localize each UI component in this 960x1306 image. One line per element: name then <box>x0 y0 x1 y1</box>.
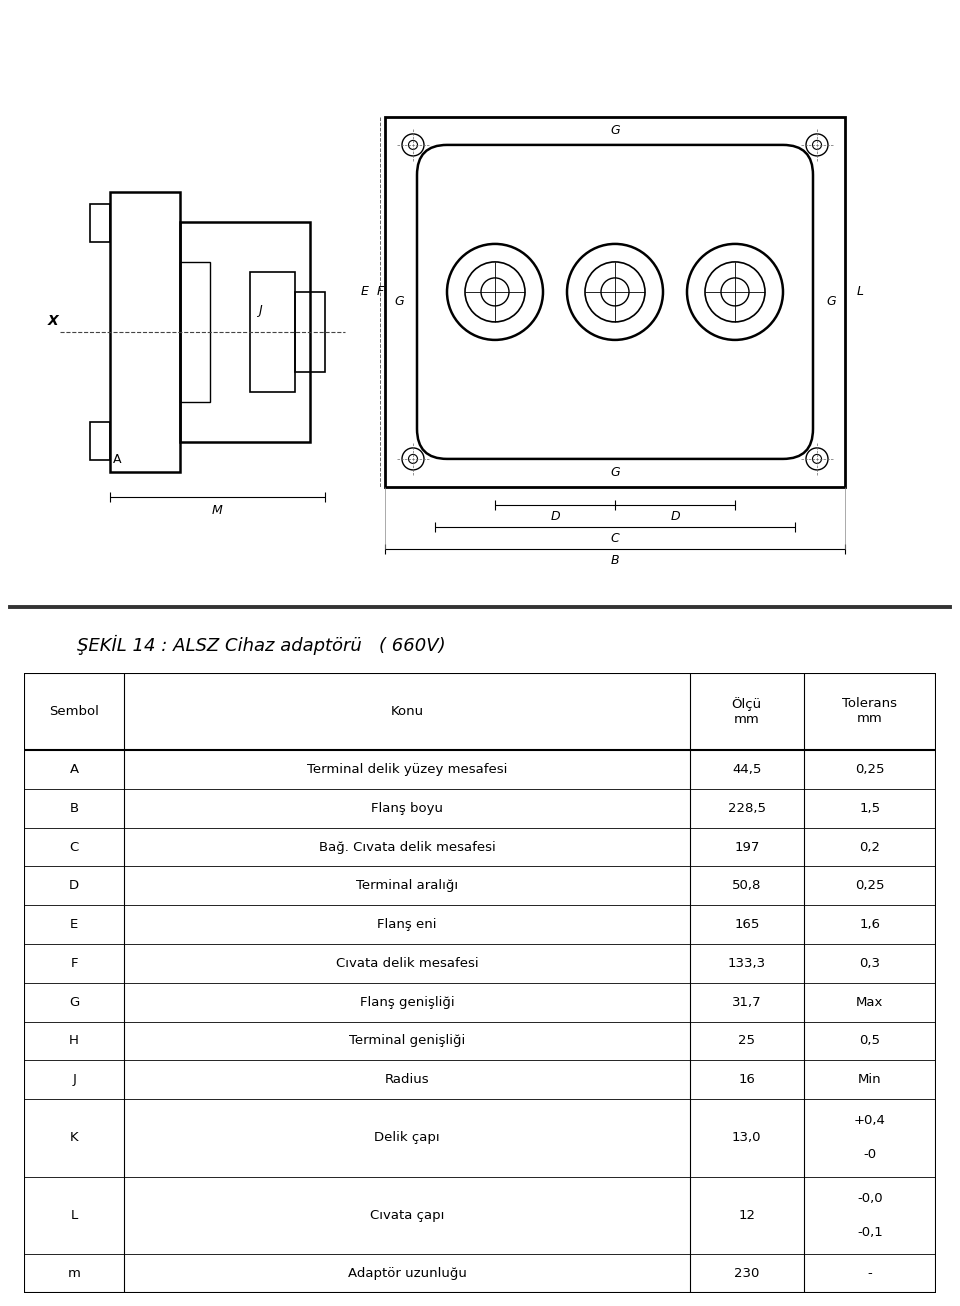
Text: 0,3: 0,3 <box>859 957 880 970</box>
Text: 230: 230 <box>734 1267 759 1280</box>
Text: -0: -0 <box>863 1148 876 1161</box>
Text: 0,2: 0,2 <box>859 841 880 854</box>
Text: A: A <box>113 453 122 466</box>
Text: Sembol: Sembol <box>49 705 99 718</box>
Text: 25: 25 <box>738 1034 756 1047</box>
Text: F: F <box>70 957 78 970</box>
Text: 0,25: 0,25 <box>855 763 884 776</box>
Text: -0,0: -0,0 <box>857 1192 882 1205</box>
Text: Terminal aralığı: Terminal aralığı <box>356 879 458 892</box>
Text: D: D <box>670 509 680 522</box>
Text: G: G <box>611 124 620 137</box>
Text: G: G <box>395 295 404 308</box>
Text: 133,3: 133,3 <box>728 957 766 970</box>
Text: Min: Min <box>858 1074 881 1087</box>
Text: Cıvata çapı: Cıvata çapı <box>370 1209 444 1222</box>
Bar <box>385 118 845 487</box>
Text: 13,0: 13,0 <box>732 1131 761 1144</box>
Text: ŞEKİL 14 : ALSZ Cihaz adaptörü   ( 660V): ŞEKİL 14 : ALSZ Cihaz adaptörü ( 660V) <box>77 635 445 656</box>
Bar <box>180 263 210 402</box>
Text: Flanş boyu: Flanş boyu <box>371 802 443 815</box>
Text: 44,5: 44,5 <box>732 763 761 776</box>
Text: Radius: Radius <box>385 1074 429 1087</box>
Bar <box>250 272 295 392</box>
Text: Cıvata delik mesafesi: Cıvata delik mesafesi <box>336 957 478 970</box>
Text: A: A <box>69 763 79 776</box>
Bar <box>295 293 325 372</box>
Text: Terminal delik yüzey mesafesi: Terminal delik yüzey mesafesi <box>307 763 507 776</box>
Text: Tolerans
mm: Tolerans mm <box>842 697 898 725</box>
Bar <box>90 422 110 460</box>
Text: E: E <box>70 918 79 931</box>
Text: L: L <box>70 1209 78 1222</box>
Text: D: D <box>550 509 560 522</box>
Bar <box>180 222 310 441</box>
Text: 31,7: 31,7 <box>732 995 761 1008</box>
Text: J: J <box>72 1074 76 1087</box>
Text: G: G <box>69 995 80 1008</box>
Text: Delik çapı: Delik çapı <box>374 1131 440 1144</box>
Text: 0,25: 0,25 <box>855 879 884 892</box>
Text: 1,6: 1,6 <box>859 918 880 931</box>
Text: Max: Max <box>856 995 883 1008</box>
Text: H: H <box>69 1034 79 1047</box>
Text: 165: 165 <box>734 918 759 931</box>
Text: -0,1: -0,1 <box>857 1226 883 1239</box>
Text: +0,4: +0,4 <box>854 1114 886 1127</box>
Text: Flanş genişliği: Flanş genişliği <box>360 995 454 1008</box>
Text: Ölçü
mm: Ölçü mm <box>732 697 762 726</box>
Bar <box>90 204 110 242</box>
Text: F: F <box>377 286 384 298</box>
Text: 197: 197 <box>734 841 759 854</box>
Text: 50,8: 50,8 <box>732 879 761 892</box>
Text: G: G <box>827 295 836 308</box>
Text: Terminal genişliği: Terminal genişliği <box>348 1034 466 1047</box>
Text: B: B <box>611 554 619 567</box>
Text: X: X <box>47 313 58 328</box>
Text: D: D <box>69 879 80 892</box>
Text: 1,5: 1,5 <box>859 802 880 815</box>
Text: G: G <box>611 466 620 479</box>
Text: 12: 12 <box>738 1209 756 1222</box>
Text: B: B <box>69 802 79 815</box>
Text: -: - <box>868 1267 873 1280</box>
Text: Flanş eni: Flanş eni <box>377 918 437 931</box>
Text: L: L <box>857 286 864 298</box>
Text: K: K <box>70 1131 79 1144</box>
Text: J: J <box>258 304 262 317</box>
Text: M: M <box>212 504 223 517</box>
Text: 228,5: 228,5 <box>728 802 766 815</box>
Text: C: C <box>69 841 79 854</box>
Text: E: E <box>361 286 369 298</box>
Text: m: m <box>68 1267 81 1280</box>
Text: Bağ. Cıvata delik mesafesi: Bağ. Cıvata delik mesafesi <box>319 841 495 854</box>
Text: Konu: Konu <box>391 705 423 718</box>
Text: Adaptör uzunluğu: Adaptör uzunluğu <box>348 1267 467 1280</box>
Text: 0,5: 0,5 <box>859 1034 880 1047</box>
Bar <box>110 192 180 471</box>
Text: 16: 16 <box>738 1074 756 1087</box>
Text: C: C <box>611 532 619 545</box>
